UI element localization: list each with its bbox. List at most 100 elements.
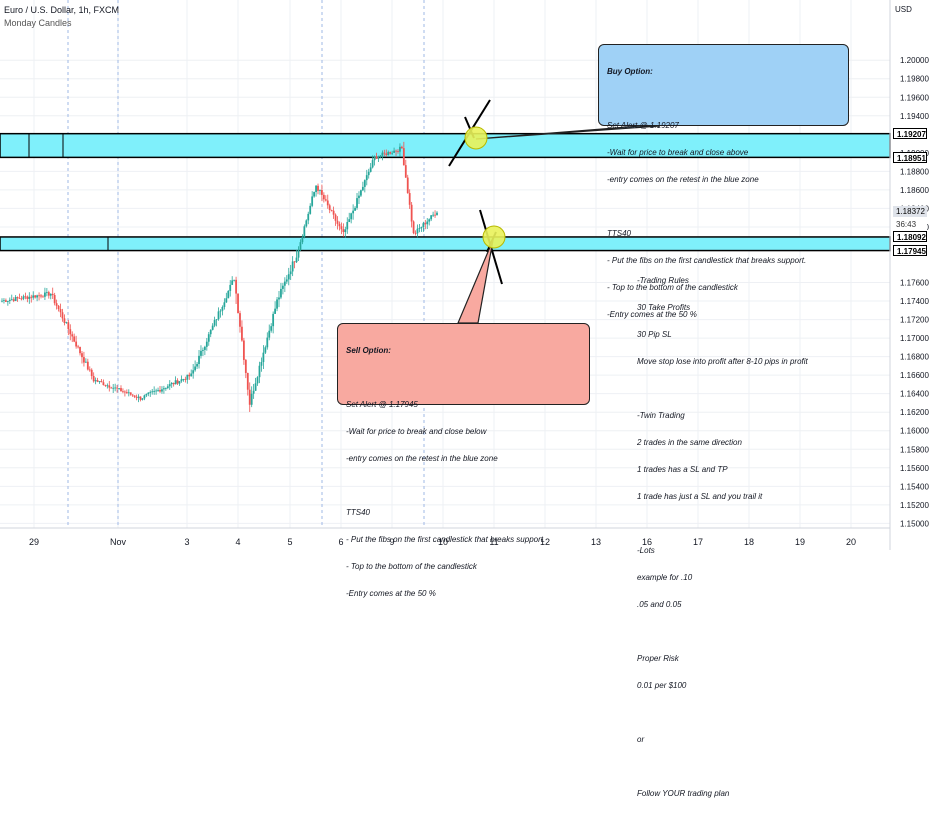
candle-body (180, 379, 183, 382)
sell-line4: - Top to the bottom of the candlestick (346, 562, 477, 571)
x-tick-label: Nov (110, 537, 127, 547)
candle-body (281, 285, 284, 289)
candle-body (92, 376, 95, 382)
candle-body (305, 220, 308, 227)
candle-body (324, 199, 327, 201)
sell-option-note[interactable]: Sell Option: Set Alert @ 1.17945 -Wait f… (337, 323, 590, 598)
candle-body (69, 329, 72, 335)
rule-line: -Trading Rules (637, 276, 689, 285)
candle-body (254, 383, 257, 391)
y-tick-label: 1.17200 (900, 316, 929, 325)
candle-body (406, 177, 409, 194)
candle-body (258, 365, 261, 378)
candle-body (428, 219, 431, 222)
candle-body (157, 390, 159, 391)
candle-body (231, 280, 234, 285)
candle-body (118, 388, 120, 389)
candle-body (61, 312, 64, 319)
candle-body (397, 151, 399, 152)
candle-body (400, 146, 403, 149)
rule-line: -Lots (637, 546, 655, 555)
candle-body (389, 152, 392, 154)
y-tick-label: 1.15600 (900, 464, 929, 473)
candle-body (44, 292, 46, 297)
candle-body (49, 293, 52, 296)
candle-body (317, 185, 319, 191)
candle-body (55, 303, 58, 306)
chart-legend: Euro / U.S. Dollar, 1h, FXCM Monday Cand… (4, 4, 119, 30)
candle-body (184, 378, 187, 380)
candle-body (293, 261, 296, 263)
candle-body (336, 220, 339, 224)
candle-body (301, 237, 304, 243)
candle-body (16, 297, 19, 299)
sell-line3: - Put the fibs on the first candlestick … (346, 535, 546, 544)
candle-body (280, 288, 282, 298)
sell-alert: Set Alert @ 1.17945 (346, 400, 418, 409)
candle-body (51, 293, 54, 296)
candle-body (200, 350, 202, 356)
candle-body (225, 298, 228, 303)
candle-body (363, 180, 366, 187)
candle-body (164, 388, 167, 389)
candle-body (242, 340, 245, 360)
candle-body (168, 384, 171, 387)
candle-body (141, 398, 144, 400)
candle-body (217, 311, 220, 320)
price-label: 1.18951 (893, 151, 927, 163)
y-tick-label: 1.19800 (900, 75, 929, 84)
candle-body (159, 390, 161, 392)
x-tick-label: 6 (338, 537, 343, 547)
candle-body (309, 205, 312, 214)
candle-body (147, 392, 150, 395)
y-tick-label: 1.15400 (900, 482, 929, 491)
candle-body (114, 387, 117, 389)
candle-body (233, 279, 236, 281)
candle-body (334, 214, 337, 221)
candle-body (412, 221, 415, 234)
candle-body (90, 369, 93, 377)
candle-body (291, 261, 294, 272)
trading-rules-note[interactable]: -Trading Rules 30 Take Profits 30 Pip SL… (637, 258, 837, 816)
candle-body (373, 156, 376, 161)
candle-body (264, 347, 267, 353)
rule-line: 1 trade has just a SL and you trail it (637, 492, 763, 501)
buy-option-note[interactable]: Buy Option: Set Alert @ 1.19207 -Wait fo… (598, 44, 849, 319)
candle-body (207, 334, 210, 342)
candle-body (194, 366, 197, 371)
candle-body (416, 228, 419, 234)
indicator-name: Monday Candles (4, 18, 72, 28)
x-tick-label: 18 (744, 537, 754, 547)
candle-body (328, 205, 331, 211)
candle-body (326, 200, 329, 206)
candle-body (88, 369, 91, 371)
candle-body (285, 279, 288, 282)
y-tick-label: 1.19400 (900, 112, 929, 121)
candle-body (166, 386, 169, 389)
candle-body (108, 385, 111, 388)
candle-body (112, 387, 115, 389)
x-tick-label: 29 (29, 537, 39, 547)
candle-body (192, 370, 195, 374)
chart-area[interactable]: USD1.200001.198001.196001.194001.190001.… (0, 0, 932, 798)
candle-body (45, 292, 48, 293)
candle-body (34, 295, 37, 298)
y-tick-label: 1.18600 (900, 186, 929, 195)
candle-body (369, 167, 372, 172)
candle-body (377, 156, 380, 159)
candle-body (188, 374, 191, 377)
rule-line: 0.01 per $100 (637, 681, 687, 690)
candle-body (356, 198, 358, 208)
y-tick-label: 1.20000 (900, 56, 929, 65)
y-tick-label: 1.15800 (900, 445, 929, 454)
candle-body (354, 207, 356, 211)
candle-body (295, 257, 298, 263)
candle-body (127, 392, 130, 394)
rule-line: 30 Pip SL (637, 330, 672, 339)
candle-body (330, 210, 333, 211)
candle-body (5, 300, 7, 302)
candle-body (153, 390, 156, 392)
candle-body (120, 388, 122, 392)
candle-body (198, 355, 200, 364)
x-tick-label: 5 (287, 537, 292, 547)
